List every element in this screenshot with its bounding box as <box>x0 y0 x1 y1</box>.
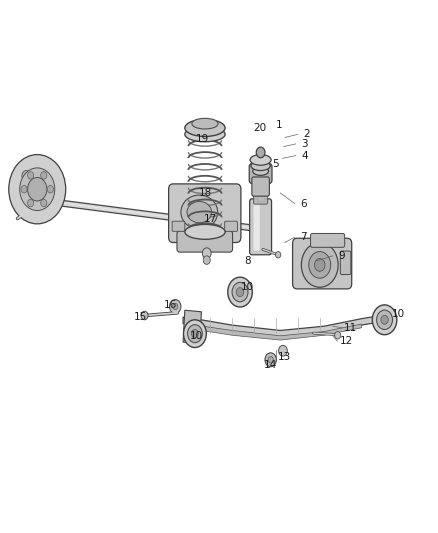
FancyBboxPatch shape <box>177 231 233 252</box>
FancyBboxPatch shape <box>225 221 237 231</box>
Polygon shape <box>188 324 361 340</box>
Bar <box>259 172 261 201</box>
Text: 10: 10 <box>392 310 405 319</box>
FancyBboxPatch shape <box>254 185 268 204</box>
Circle shape <box>170 300 181 313</box>
Circle shape <box>28 177 47 201</box>
Circle shape <box>187 325 202 343</box>
Ellipse shape <box>251 161 270 171</box>
Text: 13: 13 <box>278 352 291 362</box>
Text: 17: 17 <box>204 214 217 223</box>
Text: 8: 8 <box>244 256 251 266</box>
Circle shape <box>265 353 276 367</box>
Circle shape <box>141 311 148 320</box>
Circle shape <box>377 310 392 329</box>
Ellipse shape <box>185 119 225 136</box>
Circle shape <box>28 172 34 179</box>
Circle shape <box>21 185 27 193</box>
Text: 11: 11 <box>344 323 357 333</box>
Circle shape <box>237 288 244 296</box>
Polygon shape <box>183 316 380 337</box>
Ellipse shape <box>187 201 212 223</box>
Circle shape <box>268 357 273 363</box>
FancyBboxPatch shape <box>250 199 272 255</box>
FancyBboxPatch shape <box>19 168 47 183</box>
Text: 1: 1 <box>276 120 283 130</box>
Polygon shape <box>183 310 201 344</box>
Text: 12: 12 <box>339 336 353 346</box>
Text: 19: 19 <box>196 134 209 143</box>
Text: 16: 16 <box>164 300 177 310</box>
Text: 10: 10 <box>190 331 203 341</box>
Ellipse shape <box>250 155 271 165</box>
FancyBboxPatch shape <box>169 184 241 243</box>
Circle shape <box>202 248 211 259</box>
Circle shape <box>203 256 210 264</box>
Circle shape <box>41 199 47 207</box>
Ellipse shape <box>253 167 268 175</box>
Circle shape <box>276 252 281 258</box>
Circle shape <box>191 329 198 338</box>
Ellipse shape <box>185 224 225 239</box>
Circle shape <box>184 320 206 348</box>
FancyBboxPatch shape <box>252 177 269 196</box>
Polygon shape <box>21 187 50 198</box>
Circle shape <box>314 259 325 271</box>
Circle shape <box>301 243 338 287</box>
FancyBboxPatch shape <box>172 221 185 231</box>
FancyBboxPatch shape <box>254 204 260 251</box>
Text: 15: 15 <box>134 312 147 322</box>
Text: 6: 6 <box>300 199 307 208</box>
Circle shape <box>20 168 55 211</box>
Text: 14: 14 <box>264 360 277 370</box>
Text: 9: 9 <box>338 251 345 261</box>
Ellipse shape <box>185 127 225 142</box>
Ellipse shape <box>181 195 218 229</box>
Text: 3: 3 <box>301 139 308 149</box>
Text: 2: 2 <box>303 130 310 139</box>
Text: 18: 18 <box>198 188 212 198</box>
Circle shape <box>335 332 341 339</box>
Text: 7: 7 <box>300 232 307 242</box>
Circle shape <box>279 345 287 356</box>
Text: 5: 5 <box>272 159 279 169</box>
Circle shape <box>22 171 31 181</box>
Ellipse shape <box>192 118 218 129</box>
Circle shape <box>309 252 331 278</box>
Circle shape <box>47 185 53 193</box>
Circle shape <box>9 155 66 224</box>
Text: 20: 20 <box>253 123 266 133</box>
FancyBboxPatch shape <box>249 164 272 183</box>
Bar <box>257 172 264 201</box>
Circle shape <box>256 147 265 158</box>
Text: 4: 4 <box>301 151 308 160</box>
FancyBboxPatch shape <box>293 238 352 289</box>
FancyBboxPatch shape <box>340 251 351 274</box>
Text: 10: 10 <box>241 282 254 292</box>
Circle shape <box>381 316 388 324</box>
Circle shape <box>28 199 34 207</box>
FancyBboxPatch shape <box>311 233 345 247</box>
Circle shape <box>41 172 47 179</box>
Circle shape <box>228 277 252 307</box>
Circle shape <box>232 282 248 302</box>
Circle shape <box>173 303 178 310</box>
Circle shape <box>372 305 397 335</box>
Polygon shape <box>18 195 252 231</box>
